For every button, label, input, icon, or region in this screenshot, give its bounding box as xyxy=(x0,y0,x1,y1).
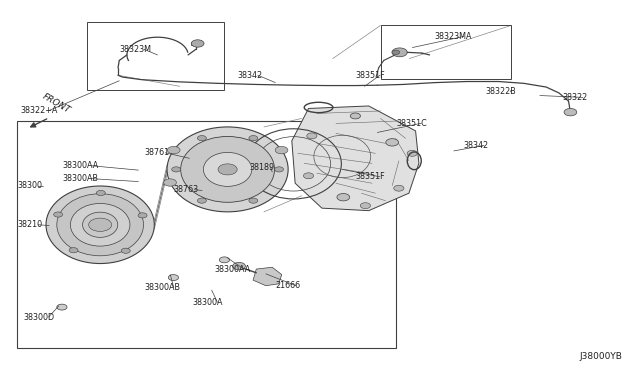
Text: 38323MA: 38323MA xyxy=(435,32,472,41)
Circle shape xyxy=(394,185,404,191)
Circle shape xyxy=(564,109,577,116)
Circle shape xyxy=(249,135,258,141)
Ellipse shape xyxy=(204,153,252,186)
Circle shape xyxy=(164,179,177,186)
Circle shape xyxy=(307,133,317,139)
Text: 38300AB: 38300AB xyxy=(145,283,180,292)
Circle shape xyxy=(138,213,147,218)
Circle shape xyxy=(218,164,237,175)
Circle shape xyxy=(275,147,288,154)
Bar xyxy=(191,42,201,45)
Text: 38300D: 38300D xyxy=(24,312,55,321)
Circle shape xyxy=(386,139,399,146)
Text: 38300AA: 38300AA xyxy=(62,161,98,170)
Text: 38323M: 38323M xyxy=(119,45,151,54)
Circle shape xyxy=(172,167,180,172)
Ellipse shape xyxy=(167,127,288,212)
Text: 38300: 38300 xyxy=(17,182,42,190)
Text: FRONT: FRONT xyxy=(41,92,72,115)
Circle shape xyxy=(168,275,179,280)
Bar xyxy=(381,25,511,79)
Text: 38210: 38210 xyxy=(17,220,42,229)
Circle shape xyxy=(249,198,258,203)
Text: 38300A: 38300A xyxy=(193,298,223,307)
Text: J38000YB: J38000YB xyxy=(580,352,623,361)
Bar xyxy=(88,22,225,90)
Circle shape xyxy=(407,150,417,156)
Circle shape xyxy=(350,113,360,119)
Ellipse shape xyxy=(57,194,143,256)
Text: 38351F: 38351F xyxy=(355,71,385,80)
Ellipse shape xyxy=(83,212,118,237)
Circle shape xyxy=(233,262,246,270)
Circle shape xyxy=(191,40,204,47)
Text: 38322: 38322 xyxy=(562,93,588,102)
Ellipse shape xyxy=(180,137,275,202)
Circle shape xyxy=(303,173,314,179)
Text: 38761: 38761 xyxy=(145,148,170,157)
Circle shape xyxy=(392,50,399,55)
Circle shape xyxy=(122,248,130,253)
Circle shape xyxy=(392,48,407,57)
Text: 38351F: 38351F xyxy=(355,172,385,181)
Circle shape xyxy=(220,257,230,263)
Text: 21666: 21666 xyxy=(275,281,301,290)
Text: 38322+A: 38322+A xyxy=(20,106,58,115)
Text: 38351C: 38351C xyxy=(396,119,428,128)
Circle shape xyxy=(97,190,105,196)
Circle shape xyxy=(54,212,63,217)
Ellipse shape xyxy=(70,203,130,246)
Text: 38300AA: 38300AA xyxy=(215,264,251,273)
Circle shape xyxy=(69,248,78,253)
Text: 38763: 38763 xyxy=(173,185,198,194)
Circle shape xyxy=(197,198,206,203)
Polygon shape xyxy=(253,267,282,286)
Polygon shape xyxy=(292,106,419,211)
Circle shape xyxy=(337,193,349,201)
Text: 38342: 38342 xyxy=(237,71,262,80)
Circle shape xyxy=(167,147,180,154)
Bar xyxy=(17,121,396,349)
Circle shape xyxy=(275,167,284,172)
Circle shape xyxy=(197,135,206,141)
Text: 38300AB: 38300AB xyxy=(62,174,98,183)
Ellipse shape xyxy=(46,186,154,263)
Circle shape xyxy=(57,304,67,310)
Text: 38342: 38342 xyxy=(463,141,488,150)
Text: 38322B: 38322B xyxy=(486,87,516,96)
Circle shape xyxy=(360,203,371,209)
Circle shape xyxy=(89,218,111,231)
Text: 38189: 38189 xyxy=(250,163,275,172)
